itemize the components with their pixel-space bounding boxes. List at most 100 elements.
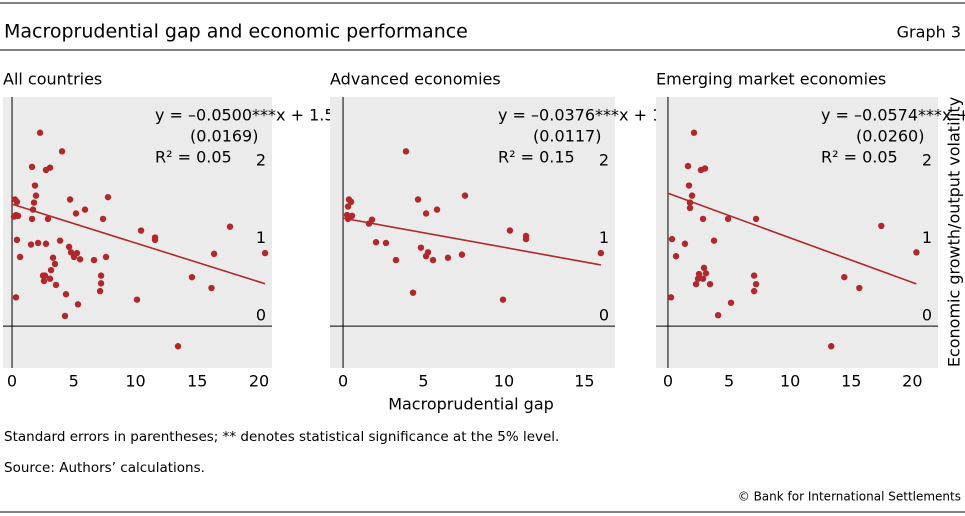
point xyxy=(409,289,417,296)
point xyxy=(750,287,758,295)
point xyxy=(51,260,59,268)
point xyxy=(261,249,269,257)
point xyxy=(372,239,380,246)
copyright: © Bank for International Settlements xyxy=(738,490,961,504)
y-tick-label: 0 xyxy=(922,306,932,325)
point xyxy=(344,203,352,210)
point xyxy=(444,254,452,261)
equation-line: R² = 0.15 xyxy=(498,148,575,167)
point xyxy=(133,296,141,303)
point xyxy=(706,280,714,288)
point xyxy=(402,148,410,155)
x-tick-label: 5 xyxy=(724,372,734,391)
point xyxy=(13,198,21,206)
point xyxy=(414,196,422,203)
y-tick-label: 2 xyxy=(599,150,609,169)
footnote: Standard errors in parentheses; ** denot… xyxy=(4,429,559,445)
x-tick-label: 10 xyxy=(494,372,514,391)
point xyxy=(96,287,104,295)
x-tick-label: 15 xyxy=(574,372,594,391)
point xyxy=(151,236,159,244)
point xyxy=(31,182,39,189)
point xyxy=(46,164,54,171)
point xyxy=(210,250,218,258)
point xyxy=(429,256,437,264)
point xyxy=(56,237,64,244)
point xyxy=(28,163,36,171)
y-tick-label: 1 xyxy=(599,228,609,247)
point xyxy=(70,253,78,261)
equation-line: y = –0.0574***x + 1.71 xyxy=(821,106,965,125)
x-tick-label: 20 xyxy=(249,372,269,391)
point xyxy=(701,165,709,172)
point xyxy=(99,215,107,223)
point xyxy=(681,240,689,247)
point xyxy=(685,182,693,189)
y-tick-label: 0 xyxy=(599,306,609,325)
x-tick-label: 10 xyxy=(125,372,145,391)
point xyxy=(727,299,735,306)
plot-background xyxy=(656,97,938,368)
figure-title: Macroprudential gap and economic perform… xyxy=(4,21,468,43)
y-tick-label: 1 xyxy=(256,228,266,247)
panel-title: All countries xyxy=(3,70,102,89)
fit-line xyxy=(11,203,266,285)
point xyxy=(684,162,692,170)
point xyxy=(597,249,605,257)
point xyxy=(97,272,105,279)
x-tick-label: 15 xyxy=(187,372,207,391)
point xyxy=(506,227,514,234)
point xyxy=(433,206,441,213)
point xyxy=(34,239,42,247)
point xyxy=(422,252,430,260)
point xyxy=(710,237,718,244)
point xyxy=(417,244,425,251)
point xyxy=(668,235,676,243)
point xyxy=(688,192,696,199)
point xyxy=(700,264,708,272)
point xyxy=(30,199,38,206)
point xyxy=(461,192,469,199)
fit-line xyxy=(342,217,601,266)
point xyxy=(686,204,694,212)
point xyxy=(856,284,863,292)
fit-line xyxy=(667,192,917,285)
equation-line: R² = 0.05 xyxy=(821,148,898,167)
point xyxy=(699,275,707,282)
point xyxy=(724,215,732,223)
point xyxy=(52,281,60,289)
point xyxy=(46,275,54,282)
point xyxy=(878,222,885,230)
point xyxy=(72,210,80,217)
point xyxy=(81,206,89,213)
point xyxy=(65,243,73,251)
point xyxy=(42,240,50,247)
point xyxy=(752,215,760,223)
point xyxy=(36,129,44,136)
point xyxy=(499,296,507,303)
x-tick-label: 0 xyxy=(663,372,673,391)
x-tick-label: 5 xyxy=(69,372,79,391)
point xyxy=(828,343,835,350)
point xyxy=(702,270,710,277)
point xyxy=(714,311,722,319)
point xyxy=(44,215,52,223)
point xyxy=(226,223,234,230)
point xyxy=(32,192,40,199)
point xyxy=(841,273,848,281)
x-tick-label: 10 xyxy=(780,372,800,391)
point xyxy=(39,272,47,279)
x-axis-label: Macroprudential gap xyxy=(388,395,554,414)
plot-background xyxy=(3,97,272,368)
point xyxy=(422,210,430,217)
point xyxy=(137,227,145,234)
y-axis-label: Economic growth/output volatility xyxy=(945,97,964,367)
point xyxy=(694,275,702,282)
point xyxy=(750,272,758,279)
equation-line: (0.0169) xyxy=(190,127,258,146)
y-tick-label: 0 xyxy=(256,306,266,325)
point xyxy=(14,212,22,220)
panel-title: Emerging market economies xyxy=(656,70,886,89)
